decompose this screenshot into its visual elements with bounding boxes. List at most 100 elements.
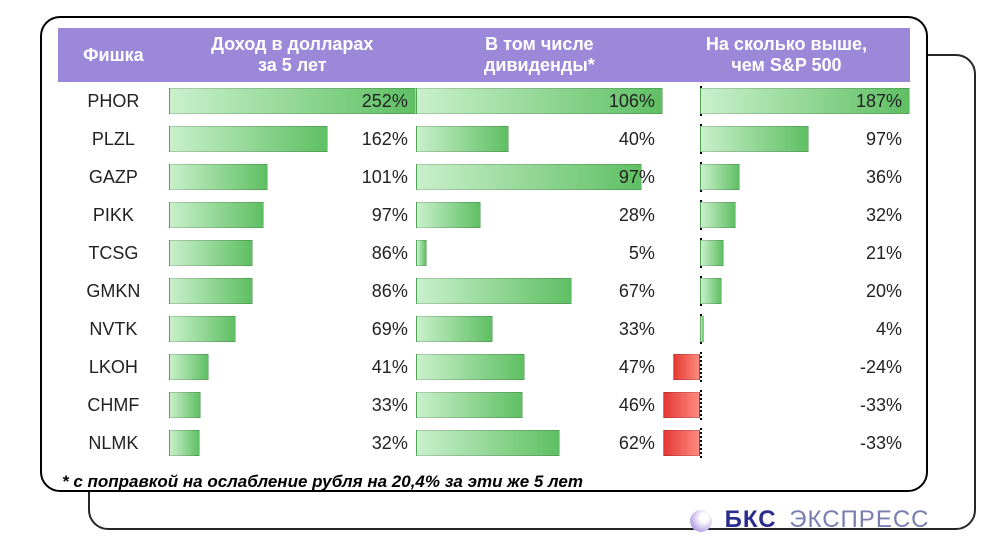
bar-cell: 97% <box>416 162 663 192</box>
brand-express: ЭКСПРЕСС <box>789 506 929 533</box>
bar <box>416 392 523 418</box>
bar-cell: 106% <box>416 86 663 116</box>
ticker-cell: CHMF <box>58 386 169 424</box>
header-col1-l1: Доход в долларах <box>211 34 373 54</box>
bar-cell: 47% <box>416 352 663 382</box>
bar-value-label: 69% <box>372 319 408 339</box>
bar-cell: 86% <box>169 276 416 306</box>
bar <box>663 430 700 456</box>
header-row: Фишка Доход в долларах за 5 лет В том чи… <box>58 28 910 82</box>
bar <box>169 316 237 342</box>
bar-value-label: 252% <box>362 91 408 111</box>
bar-value-label: 33% <box>619 319 655 339</box>
bar-value-label: 21% <box>866 238 902 268</box>
zero-axis <box>700 428 702 458</box>
table-row: GMKN 86% 67% 20% <box>58 272 910 310</box>
bar-value-label: 28% <box>619 205 655 225</box>
ticker-cell: GMKN <box>58 272 169 310</box>
bar-cell: 41% <box>169 352 416 382</box>
header-col3: На сколько выше, чем S&P 500 <box>663 28 910 82</box>
bar-value-label: 97% <box>866 124 902 154</box>
bar-value-label: 86% <box>372 281 408 301</box>
bar-value-label: 67% <box>619 281 655 301</box>
header-col2-l2: дивиденды* <box>484 55 595 75</box>
bar <box>169 392 201 418</box>
bar-cell: 28% <box>416 200 663 230</box>
bar <box>673 354 700 380</box>
bar <box>169 278 253 304</box>
bar-value-label: 62% <box>619 433 655 453</box>
bar-value-label: 40% <box>619 129 655 149</box>
bar-cell: 62% <box>416 428 663 458</box>
bar-cell-diverging: 20% <box>663 276 910 306</box>
bar-cell-diverging: 21% <box>663 238 910 268</box>
bar <box>169 202 264 228</box>
bar-value-label: 101% <box>362 167 408 187</box>
brand: БКС ЭКСПРЕСС <box>690 506 930 534</box>
header-col2-l1: В том числе <box>485 34 593 54</box>
bar <box>416 430 561 456</box>
bar-value-label: 36% <box>866 162 902 192</box>
table-row: NLMK32%62%-33% <box>58 424 910 462</box>
bar-value-label: 47% <box>619 357 655 377</box>
zero-axis <box>700 352 702 382</box>
bar-value-label: 97% <box>619 167 655 187</box>
bar <box>700 240 724 266</box>
bar <box>663 392 700 418</box>
footnote: * с поправкой на ослабление рубля на 20,… <box>58 462 910 494</box>
brand-logo-icon <box>690 510 712 532</box>
bar <box>169 430 200 456</box>
bar-cell: 69% <box>169 314 416 344</box>
ticker-cell: PHOR <box>58 82 169 120</box>
bar <box>700 164 740 190</box>
ticker-cell: LKOH <box>58 348 169 386</box>
bar <box>416 126 509 152</box>
bar-value-label: -33% <box>860 428 902 458</box>
ticker-cell: PLZL <box>58 120 169 158</box>
table-row: TCSG86%5%21% <box>58 234 910 272</box>
bar <box>700 202 736 228</box>
bar-cell: 32% <box>169 428 416 458</box>
bar-value-label: 32% <box>372 433 408 453</box>
bar <box>416 240 428 266</box>
bar-cell: 252% <box>169 86 416 116</box>
ticker-cell: GAZP <box>58 158 169 196</box>
bar-cell: 101% <box>169 162 416 192</box>
bar-cell-diverging: 97% <box>663 124 910 154</box>
bar-cell: 40% <box>416 124 663 154</box>
bar-cell: 33% <box>169 390 416 420</box>
bar-cell-diverging: -33% <box>663 390 910 420</box>
bar-value-label: 41% <box>372 357 408 377</box>
bar-cell: 67% <box>416 276 663 306</box>
bar <box>416 202 481 228</box>
data-table: Фишка Доход в долларах за 5 лет В том чи… <box>58 28 910 462</box>
bar-value-label: 187% <box>856 86 902 116</box>
table-row: PHOR 252% 106% 187% <box>58 82 910 120</box>
bar <box>169 240 253 266</box>
header-col2: В том числе дивиденды* <box>416 28 663 82</box>
table-row: PLZL162%40%97% <box>58 120 910 158</box>
bar-cell-diverging: -24% <box>663 352 910 382</box>
table-body: PHOR252%106%187%PLZL162%40%97%GAZP101%97… <box>58 82 910 462</box>
bar-cell-diverging: 32% <box>663 200 910 230</box>
bar-cell-diverging: 4% <box>663 314 910 344</box>
header-col3-l2: чем S&P 500 <box>731 55 841 75</box>
bar-value-label: 33% <box>372 395 408 415</box>
bar <box>416 316 493 342</box>
bar-value-label: -33% <box>860 390 902 420</box>
bar <box>416 354 526 380</box>
table-row: GAZP 101% 97% 36% <box>58 158 910 196</box>
bar <box>169 354 209 380</box>
bar <box>416 164 642 190</box>
bar-cell: 86% <box>169 238 416 268</box>
bar-value-label: 4% <box>876 314 902 344</box>
bar <box>700 126 809 152</box>
bar-value-label: -24% <box>860 352 902 382</box>
bar-value-label: 20% <box>866 276 902 306</box>
bar <box>700 316 704 342</box>
header-ticker: Фишка <box>58 28 169 82</box>
table-row: NVTK 69% 33% 4% <box>58 310 910 348</box>
header-col1: Доход в долларах за 5 лет <box>169 28 416 82</box>
table-row: CHMF33%46%-33% <box>58 386 910 424</box>
ticker-cell: NVTK <box>58 310 169 348</box>
